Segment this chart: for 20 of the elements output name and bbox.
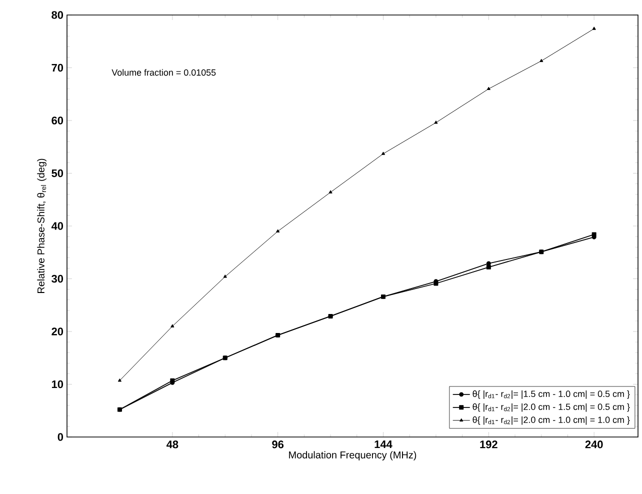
y-tick-label: 20 bbox=[52, 328, 64, 336]
x-tick-label: 240 bbox=[585, 440, 603, 448]
annotation: Volume fraction = 0.01055 bbox=[112, 69, 216, 76]
y-tick-label: 10 bbox=[52, 380, 64, 388]
legend-label: θ{ |r$_{d1}$- r$_{d2}$|= |2.0 cm - 1.5 cm| = 0.5 cm } bbox=[472, 403, 630, 412]
x-tick-label: 48 bbox=[166, 440, 178, 448]
y-tick-label: 70 bbox=[52, 64, 64, 72]
y-tick-label: 50 bbox=[52, 169, 64, 178]
legend-label: θ{ |r$_{d1}$- r$_{d2}$|= |1.5 cm - 1.0 cm| = 0.5 cm } bbox=[472, 390, 630, 399]
x-tick-label: 96 bbox=[272, 440, 284, 448]
x-axis-title: Modulation Frequency (MHz) bbox=[289, 451, 416, 460]
x-tick-label: 144 bbox=[374, 440, 392, 448]
y-tick-label: 80 bbox=[52, 11, 64, 19]
y-tick-label: 0 bbox=[58, 433, 64, 441]
y-tick-label: 60 bbox=[52, 116, 64, 124]
y-tick-label: 30 bbox=[52, 274, 64, 283]
legend-label: θ{ |r$_{d1}$- r$_{d2}$|= |2.0 cm - 1.0 cm| = 1.0 cm } bbox=[472, 416, 630, 425]
y-axis-title: Relative Phase-Shift, θ$_{rel}$ (deg) bbox=[37, 158, 46, 293]
x-tick-label: 192 bbox=[480, 440, 498, 448]
y-tick-label: 40 bbox=[51, 222, 64, 230]
